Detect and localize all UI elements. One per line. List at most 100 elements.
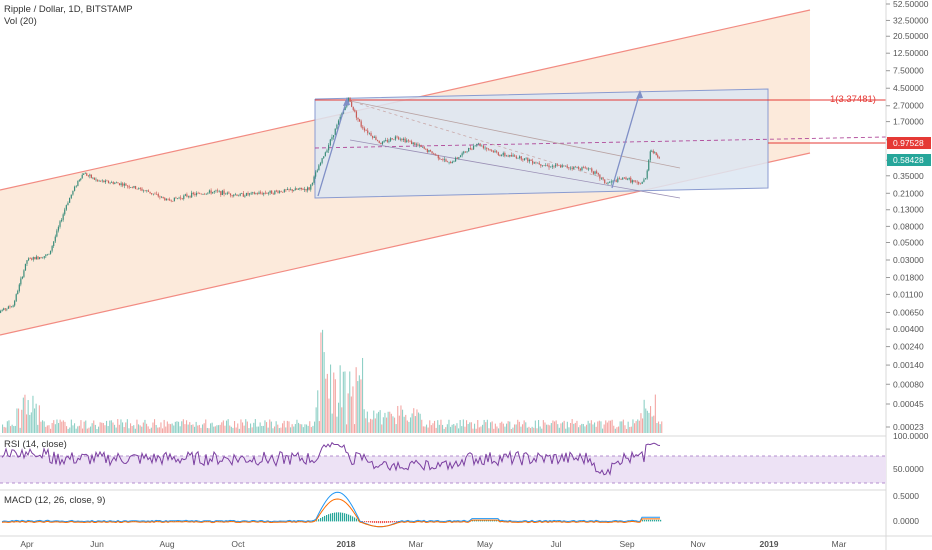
- volume-bar: [654, 394, 656, 433]
- macd-hist-bar: [16, 520, 18, 522]
- volume-bar: [274, 426, 276, 433]
- volume-bar: [62, 420, 64, 433]
- macd-title[interactable]: MACD (12, 26, close, 9): [4, 495, 105, 506]
- candle-body: [553, 165, 555, 167]
- candle-body: [502, 152, 504, 156]
- trend-lines[interactable]: [349, 100, 681, 199]
- volume-bar: [29, 414, 31, 433]
- volume-bar: [141, 426, 143, 433]
- macd-pane[interactable]: [1, 491, 662, 528]
- candle-body: [499, 154, 501, 156]
- volume-bar: [587, 420, 589, 433]
- candle-body: [349, 97, 351, 102]
- candle-body: [365, 130, 367, 132]
- price-axis-tick: 0.00140: [893, 360, 924, 370]
- volume-bar: [469, 422, 471, 433]
- price-axis-tick: 12.50000: [893, 48, 929, 58]
- volume-bar: [443, 428, 445, 433]
- volume-bar: [355, 367, 357, 433]
- candle-body: [215, 190, 217, 192]
- volume-bar: [344, 371, 346, 433]
- volume-bar: [560, 423, 562, 433]
- price-pane[interactable]: 1(3.37481): [0, 9, 887, 433]
- volume-bar: [232, 427, 234, 433]
- volume-bar: [216, 425, 218, 433]
- candle-body: [93, 177, 96, 180]
- price-axis[interactable]: 52.50000 32.50000 20.50000 12.50000 7.50000 4…: [886, 0, 929, 432]
- volume-title[interactable]: Vol (20): [4, 16, 37, 27]
- candle-body: [411, 141, 413, 145]
- price-axis-tick: 0.13000: [893, 205, 924, 215]
- candle-body: [568, 167, 570, 169]
- volume-bar: [150, 427, 152, 433]
- projection-arrows[interactable]: [317, 90, 643, 197]
- volume-bar: [539, 426, 541, 433]
- candle-body: [313, 176, 315, 183]
- projection-arrow[interactable]: [317, 98, 348, 197]
- volume-bar: [478, 427, 480, 433]
- volume-bar: [189, 422, 191, 433]
- volume-bar: [173, 425, 175, 433]
- volume-bar: [373, 410, 375, 433]
- candle-body: [610, 181, 612, 183]
- volume-bar: [643, 399, 645, 433]
- symbol-title[interactable]: Ripple / Dollar, 1D, BITSTAMP: [4, 4, 133, 15]
- rsi-title[interactable]: RSI (14, close): [4, 439, 67, 450]
- candle-body: [528, 159, 531, 162]
- volume-bar: [392, 416, 394, 433]
- volume-bar: [630, 426, 632, 433]
- volume-bar: [376, 413, 378, 433]
- volume-bar: [88, 427, 90, 433]
- volume-bar: [554, 421, 556, 433]
- volume-bar: [246, 421, 248, 433]
- candle-body: [151, 193, 153, 194]
- candle-body: [149, 191, 151, 194]
- candle-body: [351, 101, 353, 107]
- volume-bar: [635, 421, 637, 433]
- candle-body: [26, 260, 28, 264]
- volume-bar: [541, 428, 543, 433]
- candle-body: [311, 182, 313, 185]
- volume-bar: [176, 421, 178, 433]
- volume-bar: [77, 426, 79, 433]
- volume-bar: [374, 418, 376, 433]
- candle-body: [204, 194, 206, 195]
- candle-body: [651, 150, 653, 152]
- volume-bar: [165, 426, 167, 433]
- candle-body: [550, 166, 552, 168]
- range-box-outline[interactable]: [314, 88, 769, 199]
- volume-bar: [472, 428, 474, 433]
- volume-bar: [64, 421, 66, 433]
- volume-bar: [592, 424, 594, 433]
- trend-line[interactable]: [349, 139, 681, 199]
- candle-body: [225, 193, 227, 195]
- candle-body: [128, 186, 130, 188]
- candle-body: [655, 152, 657, 156]
- candle-body: [305, 189, 307, 191]
- volume-bar: [235, 427, 237, 433]
- candle-body: [555, 164, 557, 167]
- time-axis[interactable]: Apr Jun Aug Oct 2018 Mar May Jul Sep Nov 2019 Mar: [20, 539, 846, 549]
- candle-body: [443, 159, 446, 161]
- candle-body: [587, 168, 590, 170]
- candle-body: [402, 138, 405, 140]
- volume-bar: [595, 426, 597, 433]
- candle-body: [326, 150, 328, 153]
- volume-bar: [358, 375, 360, 433]
- projection-arrow[interactable]: [611, 91, 641, 189]
- volume-bar: [370, 418, 372, 433]
- trend-line[interactable]: [349, 100, 681, 169]
- candle-body: [535, 162, 537, 164]
- rsi-pane[interactable]: [0, 441, 886, 484]
- candle-body: [519, 156, 521, 158]
- candle-body: [72, 190, 74, 195]
- volume-bar: [285, 427, 287, 433]
- trend-line[interactable]: [359, 103, 611, 181]
- volume-bar: [555, 420, 557, 433]
- volume-bar: [488, 428, 490, 433]
- volume-bar: [448, 419, 450, 433]
- volume-bar: [330, 364, 332, 433]
- volume-bar: [230, 426, 232, 433]
- volume-bar: [341, 407, 343, 433]
